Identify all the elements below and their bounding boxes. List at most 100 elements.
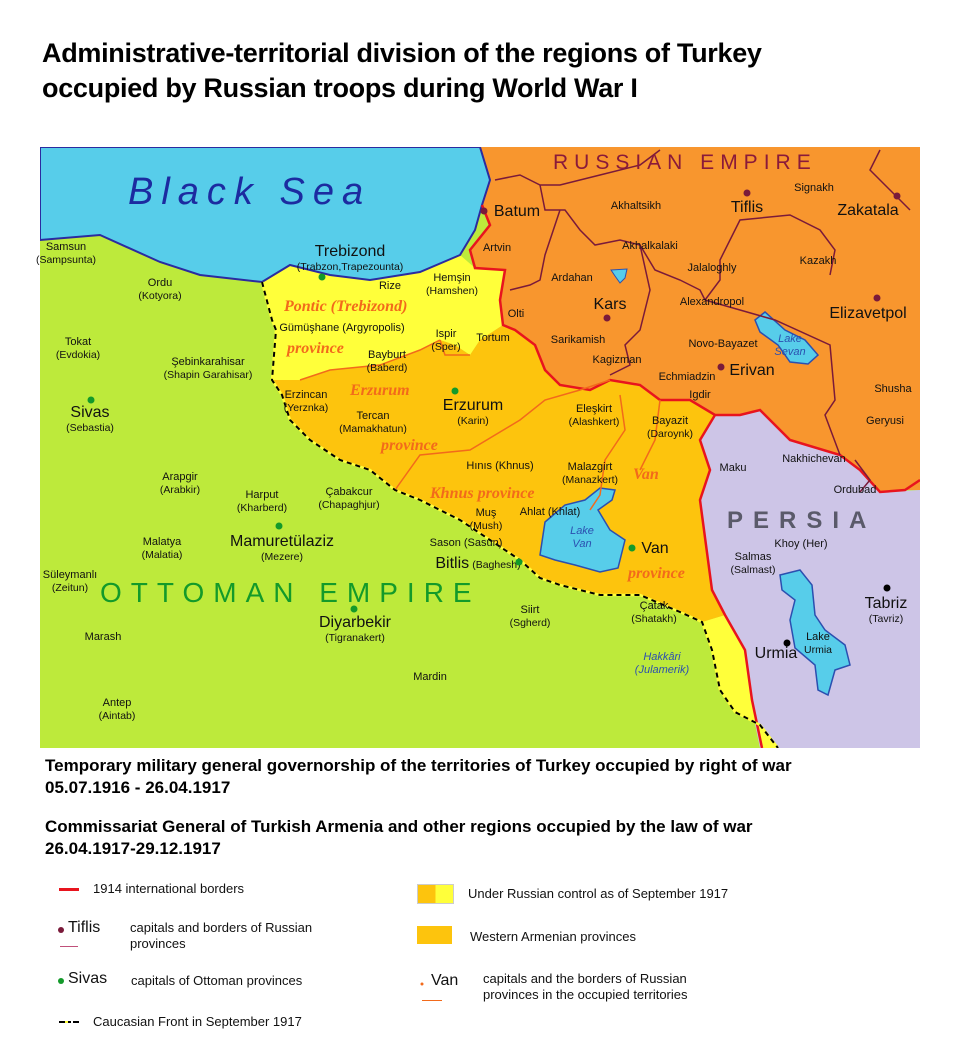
place-label: Elizavetpol xyxy=(829,305,906,323)
russian-empire-label: RUSSIAN EMPIRE xyxy=(553,151,817,174)
place-alt-name: (Alashkert) xyxy=(568,416,620,428)
place-label: Shusha xyxy=(874,383,911,396)
place-alt-name: Sevan xyxy=(774,346,806,358)
place-alt-name: (Yerznka) xyxy=(283,402,329,414)
place-name: Hınıs (Khnus) xyxy=(466,460,534,472)
place-label: Hemşin (Hamshen) xyxy=(426,272,478,298)
place-label: Malazgirt (Manazkert) xyxy=(562,461,618,487)
place-label: Batum xyxy=(494,203,540,221)
place-alt-name: (Mezere) xyxy=(260,551,303,563)
place-label: Marash xyxy=(85,631,122,644)
place-label: Akhalkalaki xyxy=(622,240,678,253)
legend-sivas-text: capitals of Ottoman provinces xyxy=(131,973,303,988)
place-label: Tokat (Evdokia) xyxy=(56,336,100,362)
place-alt-name: (Mush) xyxy=(469,520,503,532)
place-alt-name: (Evdokia) xyxy=(55,349,101,361)
capital-dot xyxy=(515,558,523,566)
place-label: Lake Sevan xyxy=(774,333,805,359)
place-name: Samsun xyxy=(45,241,87,253)
place-name: Erzurum xyxy=(442,397,504,414)
place-name: Bayburt xyxy=(368,349,406,361)
place-label: Echmiadzin xyxy=(659,371,716,384)
legend-red-line xyxy=(59,888,79,891)
place-alt-name: (Chapaghjur) xyxy=(318,499,380,511)
place-label: Süleymanlı (Zeitun) xyxy=(43,569,97,595)
black-sea xyxy=(39,146,492,284)
place-name: Van xyxy=(641,540,669,557)
province-label: Khnus province xyxy=(430,485,535,502)
lake-urmia xyxy=(779,569,851,697)
place-alt-name: (Shapin Garahisar) xyxy=(163,369,253,381)
place-alt-name: (Sper) xyxy=(431,341,461,353)
place-name: Khoy (Her) xyxy=(774,538,828,550)
capital-dot xyxy=(873,294,881,302)
place-label: Muş (Mush) xyxy=(470,507,503,533)
place-name: Ardahan xyxy=(551,272,593,284)
place-name: Muş xyxy=(475,507,497,519)
persia-label: PERSIA xyxy=(727,507,877,534)
province-label: Van xyxy=(633,466,659,483)
place-name: Lake xyxy=(570,525,594,537)
place-name: Olti xyxy=(507,308,525,320)
place-alt-name: (Malatia) xyxy=(141,549,183,561)
place-name: Shusha xyxy=(874,383,912,395)
place-label: Lake Van xyxy=(570,525,594,551)
place-name: Marash xyxy=(84,631,122,643)
place-label: Lake Urmia xyxy=(804,631,832,657)
place-label: Mardin xyxy=(413,671,447,684)
place-name: Erivan xyxy=(729,362,775,379)
province-label: Pontic (Trebizond) xyxy=(284,298,408,315)
place-label: Hınıs (Khnus) xyxy=(466,460,533,473)
place-alt-name: (Hamshen) xyxy=(426,285,478,297)
place-name: Nakhichevan xyxy=(782,453,846,465)
lake-van xyxy=(539,487,626,573)
place-name: Trebizond xyxy=(314,243,386,260)
place-label: Gümüşhane (Argyropolis) xyxy=(279,322,404,335)
place-alt-name: (Aintab) xyxy=(98,710,136,722)
occupied-province-borders xyxy=(299,339,661,511)
capital-dot xyxy=(87,396,95,404)
place-label: Eleşkirt (Alashkert) xyxy=(569,403,620,429)
capital-dot xyxy=(893,192,901,200)
place-alt-name: (Tigranakert) xyxy=(325,632,385,644)
lake-sevan xyxy=(754,311,820,365)
place-name: Tokat xyxy=(64,336,92,348)
place-name: Bayazit xyxy=(651,415,689,427)
place-label: Bitlis (Baghesh) xyxy=(435,555,520,573)
legend-armenian-swatch xyxy=(417,926,452,944)
place-name: Ordubad xyxy=(833,484,877,496)
place-label: Khoy (Her) xyxy=(774,538,827,551)
place-label: Novo-Bayazet xyxy=(688,338,757,351)
caucasian-front-line-dashes xyxy=(261,281,779,749)
place-label: Bayazit (Daroynk) xyxy=(647,415,693,441)
place-label: Ordu (Kotyora) xyxy=(138,277,181,303)
russian-province-borders xyxy=(494,149,911,493)
place-name: Lake xyxy=(806,631,830,643)
place-name: Mardin xyxy=(413,671,447,683)
place-alt-name: (Manazkert) xyxy=(561,474,619,486)
place-name: Kars xyxy=(593,296,627,313)
place-alt-name: (Kotyora) xyxy=(138,290,182,302)
place-name: Lake xyxy=(778,333,802,345)
map-title: Administrative-territorial division of t… xyxy=(42,36,762,106)
place-name: Ahlat (Khlat) xyxy=(519,506,581,518)
place-name: Jalaloghly xyxy=(687,262,737,274)
place-name: Hemşin xyxy=(433,272,471,284)
place-name: Batum xyxy=(493,203,541,220)
province-label: province xyxy=(628,565,685,582)
place-label: Kars xyxy=(594,296,627,314)
capital-dot xyxy=(275,522,283,530)
legend-sivas-sample: Sivas xyxy=(68,970,108,987)
place-name: Geryusi xyxy=(866,415,904,427)
place-label: Siirt (Sgherd) xyxy=(510,604,551,630)
place-name: Tabriz xyxy=(864,595,908,612)
place-label: Harput (Kharberd) xyxy=(237,489,287,515)
legend-borders: 1914 international borders xyxy=(93,881,245,896)
place-label: Urmia xyxy=(755,645,798,663)
place-alt-name: (Arabkir) xyxy=(159,484,201,496)
place-alt-name: (Zeitun) xyxy=(51,582,89,594)
place-name: Şebinkarahisar xyxy=(171,356,245,368)
capital-dot xyxy=(318,273,326,281)
place-label: Şebinkarahisar (Shapin Garahisar) xyxy=(164,356,253,382)
